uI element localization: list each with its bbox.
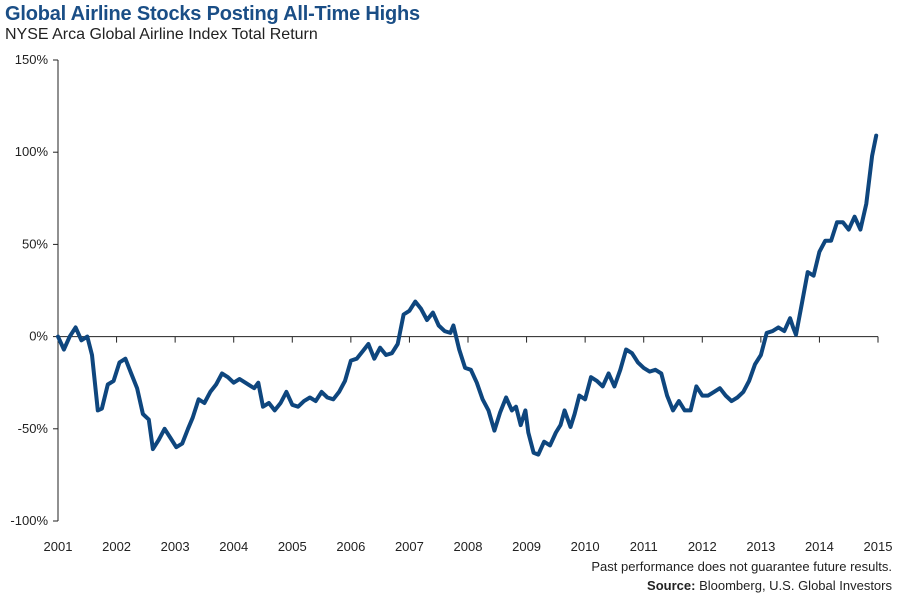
- source-note: Source: Bloomberg, U.S. Global Investors: [647, 578, 892, 593]
- series-layer: [56, 133, 879, 457]
- source-text: Bloomberg, U.S. Global Investors: [699, 578, 892, 593]
- x-tick-label: 2001: [44, 539, 73, 554]
- y-tick-label: -50%: [18, 421, 49, 436]
- x-tick-label: 2005: [278, 539, 307, 554]
- x-tick-label: 2015: [864, 539, 893, 554]
- x-tick-label: 2008: [454, 539, 483, 554]
- x-tick-label: 2012: [688, 539, 717, 554]
- x-tick-label: 2013: [746, 539, 775, 554]
- x-tick-label: 2014: [805, 539, 834, 554]
- y-tick-label: -100%: [10, 513, 48, 528]
- y-tick-label: 100%: [15, 144, 49, 159]
- x-tick-label: 2006: [336, 539, 365, 554]
- chart-subtitle: NYSE Arca Global Airline Index Total Ret…: [5, 26, 318, 43]
- x-tick-label: 2007: [395, 539, 424, 554]
- y-tick-label: 0%: [29, 329, 48, 344]
- x-tick-label: 2010: [571, 539, 600, 554]
- x-tick-label: 2002: [102, 539, 131, 554]
- disclaimer-text: Past performance does not guarantee futu…: [591, 559, 892, 574]
- y-axis: 150% 100% 50% 0% -50% -100%: [10, 52, 59, 528]
- x-tick-label: 2003: [161, 539, 190, 554]
- source-label: Source:: [647, 578, 696, 593]
- x-axis: 2001 2002 2003 2004 2005 2006 2007 2008 2009 2010…: [44, 336, 893, 554]
- x-tick-label: 2004: [219, 539, 248, 554]
- x-tick-label: 2011: [630, 539, 658, 554]
- series-line: [56, 133, 879, 457]
- chart-title: Global Airline Stocks Posting All-Time H…: [5, 3, 420, 25]
- y-tick-label: 50%: [22, 236, 48, 251]
- y-tick-label: 150%: [15, 52, 49, 67]
- x-tick-label: 2009: [512, 539, 541, 554]
